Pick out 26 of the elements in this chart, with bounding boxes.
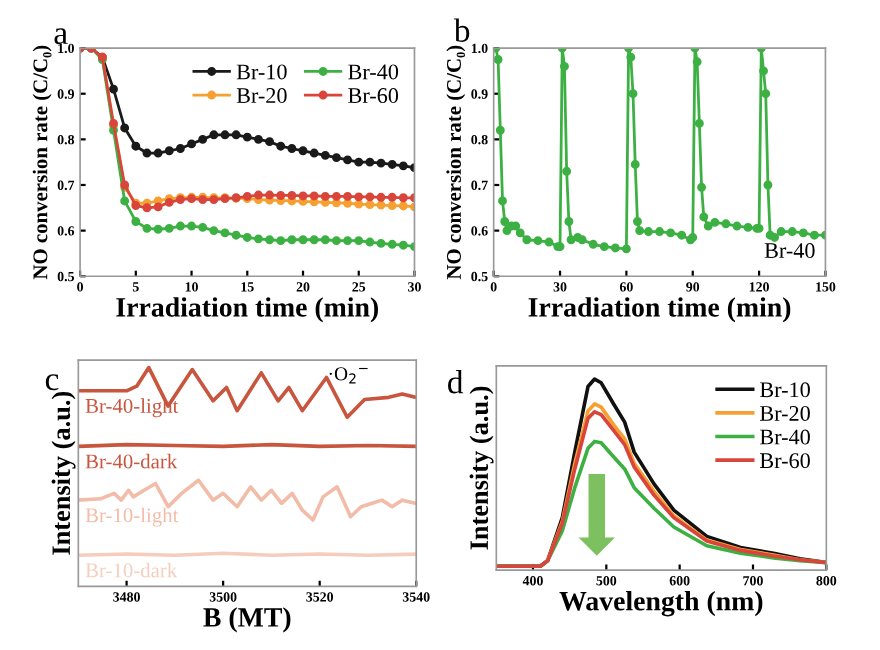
chart-title: b [453, 18, 470, 42]
legend-label: Br-20 [236, 88, 287, 104]
legend-label: Br-60 [348, 88, 399, 104]
annotation: Br-40 [764, 243, 815, 259]
x-axis-title: Irradiation time (min) [528, 297, 791, 323]
chart-title: a [54, 28, 68, 45]
legend-label: Br-10 [760, 382, 810, 398]
annotation: ·O$_{2}$$^{−}$ [329, 367, 368, 384]
y-axis-title: NO conversion rate (C/C₀) [32, 45, 52, 280]
legend-label: Br-20 [760, 405, 810, 421]
legend-label: Br-60 [760, 453, 810, 469]
y-axis-title: NO conversion rate (C/C₀) [446, 45, 466, 280]
series-label: Br-10-dark [85, 562, 178, 578]
y-axis-title: Intensity (a.u.) [51, 391, 76, 555]
x-axis-title: Irradiation time (min) [116, 297, 378, 323]
series-label: Br-40-dark [85, 453, 178, 469]
x-axis-title: B (MT) [203, 607, 291, 633]
series-label: Br-40-light [85, 398, 179, 418]
x-axis-title: Wavelength (nm) [559, 590, 763, 617]
y-axis-title: Intensity (a.u.) [469, 386, 494, 550]
chart-title: c [45, 374, 59, 391]
chart-title: d [448, 370, 464, 394]
series-label: Br-10-light [85, 507, 179, 527]
legend-label: Br-40 [348, 64, 399, 80]
legend-label: Br-40 [760, 429, 810, 445]
legend-label: Br-10 [236, 64, 287, 80]
